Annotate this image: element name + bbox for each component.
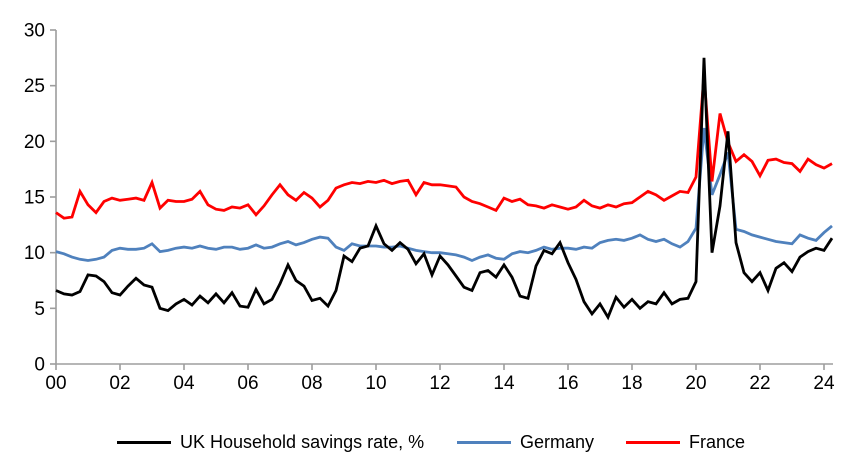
- x-tick-label: 20: [685, 373, 706, 394]
- legend-item-uk: UK Household savings rate, %: [117, 429, 424, 455]
- uk-series-line: [55, 57, 834, 321]
- uk-legend-label: UK Household savings rate, %: [180, 432, 425, 452]
- france-series-line: [55, 75, 833, 220]
- chart-legend: UK Household savings rate, % Germany Fra…: [0, 429, 852, 455]
- x-tick-label: 24: [813, 373, 835, 394]
- x-tick-label: 22: [749, 373, 770, 394]
- y-tick-label: 30: [24, 21, 45, 42]
- y-tick-label: 5: [34, 299, 45, 320]
- x-tick-label: 08: [301, 373, 322, 394]
- x-tick-label: 14: [493, 373, 515, 394]
- x-tick-label: 16: [557, 373, 578, 394]
- x-tick-label: 02: [109, 373, 130, 394]
- x-tick-label: 06: [237, 373, 258, 394]
- france-legend-label: France: [689, 432, 746, 452]
- x-tick-label: 10: [365, 373, 386, 394]
- x-tick-label: 04: [173, 373, 195, 394]
- savings-rate-line-chart: 0 5 10 15 20 25 30 00 02 04 06 08 10 12 14 16 18 20 22 24: [24, 21, 835, 395]
- x-tick-label: 12: [429, 373, 450, 394]
- y-tick-label: 0: [34, 355, 45, 376]
- x-tick-label: 00: [45, 373, 66, 394]
- germany-legend-label: Germany: [520, 432, 595, 452]
- uk-line-swatch: [117, 440, 171, 444]
- y-tick-label: 25: [24, 76, 45, 97]
- legend-item-france: France: [626, 429, 745, 455]
- france-line-swatch: [626, 440, 680, 444]
- y-tick-label: 15: [24, 188, 45, 209]
- y-tick-label: 10: [24, 243, 45, 264]
- germany-line-swatch: [457, 440, 511, 444]
- y-tick-label: 20: [24, 132, 45, 153]
- legend-item-germany: Germany: [457, 429, 594, 455]
- germany-series-line: [55, 127, 833, 263]
- x-tick-label: 18: [621, 373, 642, 394]
